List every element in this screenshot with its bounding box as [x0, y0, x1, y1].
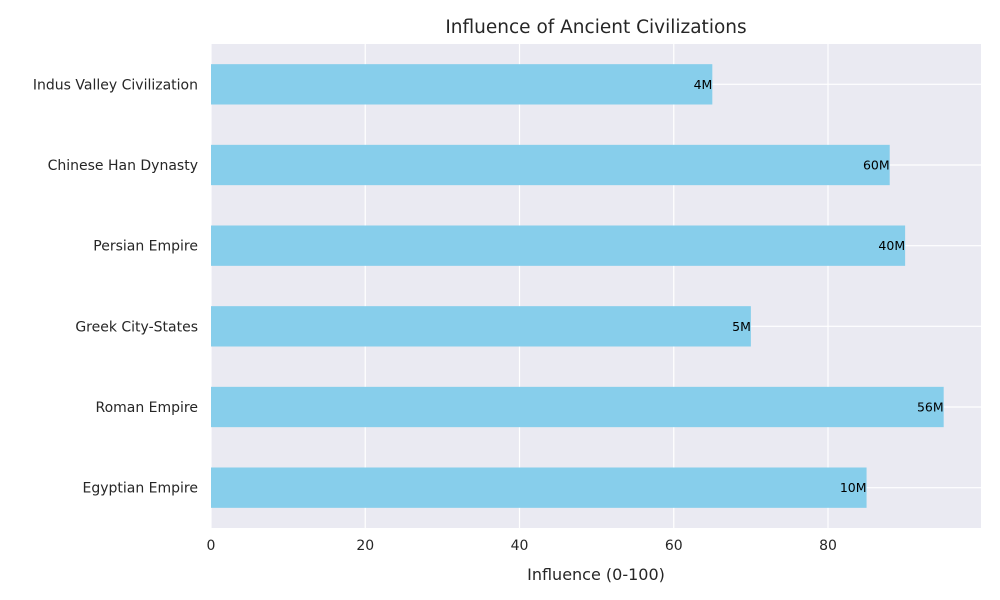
bar	[211, 467, 867, 508]
x-tick-label: 0	[207, 538, 216, 554]
plot-area	[211, 44, 981, 528]
bar-data-label: 60M	[863, 158, 890, 173]
y-tick-label: Indus Valley Civilization	[33, 77, 198, 93]
x-axis-title: Influence (0-100)	[527, 565, 665, 584]
bar	[211, 225, 906, 266]
bar	[211, 144, 890, 186]
x-tick-label: 40	[511, 538, 529, 554]
bar	[211, 306, 751, 347]
label-layer: 10M 56M 5M 40M 60M 4M	[694, 77, 944, 495]
y-tick-label: Persian Empire	[93, 239, 198, 255]
x-tick-label: 20	[356, 538, 374, 554]
x-tick-label: 60	[665, 538, 683, 554]
bar-data-label: 56M	[917, 400, 944, 415]
bar	[211, 386, 944, 428]
chart-title: Influence of Ancient Civilizations	[445, 17, 746, 38]
y-tick-label: Egyptian Empire	[82, 481, 198, 497]
bar-data-label: 4M	[694, 77, 713, 92]
bar-data-label: 10M	[840, 480, 867, 495]
y-tick-label: Greek City-States	[75, 319, 198, 335]
tick-layer: 0 20 40 60 80 Egyptian Empire Roman Empire Gree…	[33, 77, 837, 554]
x-tick-label: 80	[819, 538, 837, 554]
y-tick-label: Chinese Han Dynasty	[48, 158, 198, 174]
bar-data-label: 5M	[732, 319, 751, 334]
bar-layer	[211, 64, 944, 508]
bar	[211, 64, 713, 105]
y-tick-label: Roman Empire	[95, 400, 198, 416]
bar-data-label: 40M	[878, 238, 905, 253]
